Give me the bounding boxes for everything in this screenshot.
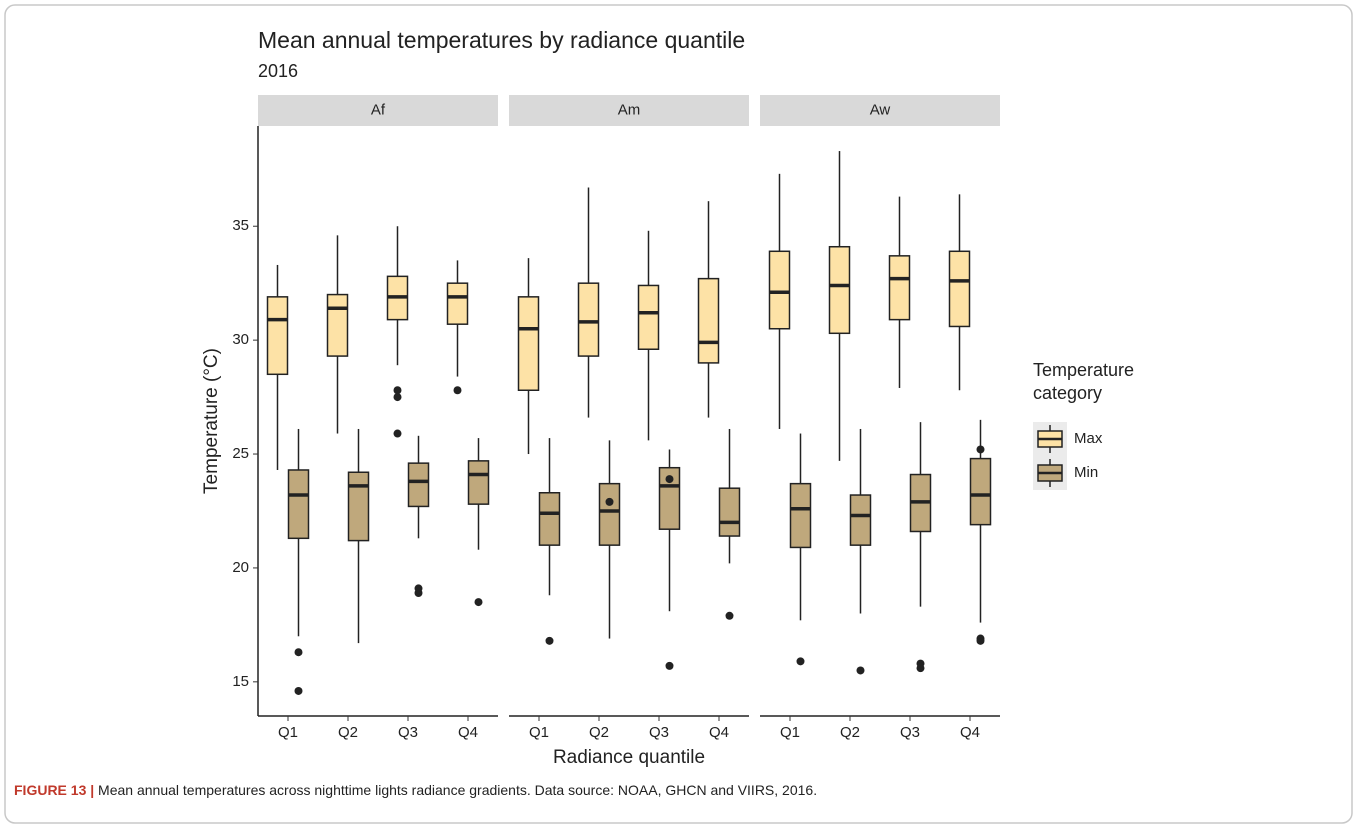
facet-strip <box>258 95 498 126</box>
outlier <box>414 588 423 597</box>
facet-label: Am <box>618 101 641 118</box>
outlier <box>796 657 805 666</box>
outlier <box>725 611 734 620</box>
box <box>517 296 540 391</box>
outlier <box>453 386 462 395</box>
box <box>538 492 561 546</box>
x-axis-title: Radiance quantile <box>553 747 705 768</box>
y-axis-title: Temperature (°C) <box>201 348 222 494</box>
box <box>577 282 600 357</box>
facet-label: Aw <box>870 101 891 118</box>
y-tick-label: 25 <box>232 445 249 462</box>
outlier <box>545 636 554 645</box>
x-tick-label: Q4 <box>458 724 478 741</box>
box <box>768 250 791 330</box>
box <box>828 245 851 335</box>
x-tick-label: Q4 <box>709 724 729 741</box>
y-tick-label: 15 <box>232 673 249 690</box>
facet-label: Af <box>371 101 386 118</box>
x-tick-label: Q2 <box>840 724 860 741</box>
outlier <box>665 475 674 484</box>
outlier <box>665 661 674 670</box>
facet-strip <box>760 95 1000 126</box>
box <box>407 462 430 508</box>
x-tick-label: Q1 <box>780 724 800 741</box>
box <box>789 482 812 549</box>
legend-label: Min <box>1074 464 1098 481</box>
box <box>888 255 911 321</box>
box <box>718 487 741 537</box>
x-tick-label: Q2 <box>589 724 609 741</box>
outlier <box>393 429 402 438</box>
x-tick-label: Q3 <box>900 724 920 741</box>
outlier <box>605 497 614 506</box>
caption-text: Mean annual temperatures across nighttim… <box>94 782 817 798</box>
outlier <box>474 598 483 607</box>
outlier <box>916 664 925 673</box>
box <box>326 293 349 357</box>
figure-frame <box>4 4 1353 824</box>
x-tick-label: Q1 <box>278 724 298 741</box>
facet-strip <box>509 95 749 126</box>
y-tick-label: 35 <box>232 217 249 234</box>
legend-title: Temperature <box>1033 360 1134 380</box>
box <box>446 282 469 325</box>
chart-subtitle: 2016 <box>258 61 298 81</box>
x-tick-label: Q3 <box>398 724 418 741</box>
x-tick-label: Q4 <box>960 724 980 741</box>
box <box>948 250 971 328</box>
outlier <box>393 393 402 402</box>
outlier <box>856 666 865 675</box>
caption: FIGURE 13 | Mean annual temperatures acr… <box>14 782 817 798</box>
x-tick-label: Q2 <box>338 724 358 741</box>
y-tick-label: 30 <box>232 331 249 348</box>
x-tick-label: Q3 <box>649 724 669 741</box>
legend-title: category <box>1033 383 1102 403</box>
box <box>598 482 621 546</box>
outlier <box>393 386 402 395</box>
box <box>287 469 310 540</box>
box <box>969 457 992 526</box>
box <box>849 494 872 546</box>
box <box>347 471 370 542</box>
y-tick-label: 20 <box>232 559 249 576</box>
chart-title: Mean annual temperatures by radiance qua… <box>258 27 745 53</box>
outlier <box>976 636 985 645</box>
box <box>697 277 720 364</box>
caption-label: FIGURE 13 | <box>14 782 94 798</box>
outlier <box>294 648 303 657</box>
legend-label: Max <box>1074 430 1103 447</box>
box <box>266 296 289 376</box>
box <box>637 284 660 350</box>
box <box>658 466 681 530</box>
x-tick-label: Q1 <box>529 724 549 741</box>
outlier <box>976 445 985 454</box>
outlier <box>294 686 303 695</box>
box <box>467 460 490 505</box>
